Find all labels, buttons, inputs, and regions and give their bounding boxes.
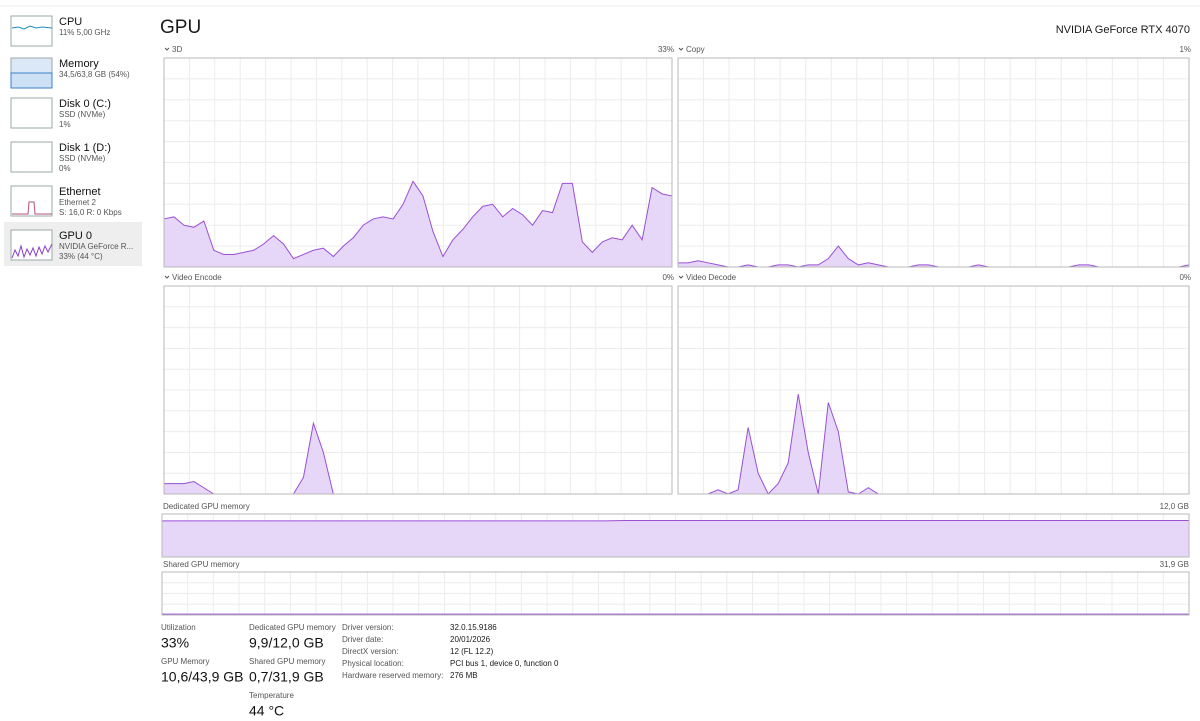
sidebar-name: Disk 1 (D:): [59, 142, 111, 154]
detail-label: Driver date:: [342, 635, 383, 644]
detail-label: Driver version:: [342, 623, 394, 632]
stat-label: Shared GPU memory: [249, 657, 325, 666]
detail-value: 32.0.15.9186: [450, 623, 497, 632]
thumbnail: [10, 97, 53, 129]
sidebar-detail: SSD (NVMe): [59, 154, 106, 163]
sidebar-name: GPU 0: [59, 230, 92, 242]
thumbnail: [10, 15, 53, 47]
graph-label: 3D: [172, 45, 182, 54]
chevron[interactable]: [678, 275, 684, 279]
sidebar-detail: 33% (44 °C): [59, 252, 103, 261]
sidebar-detail: SSD (NVMe): [59, 110, 106, 119]
graph-label: Video Decode: [686, 273, 737, 282]
thumbnail: [10, 229, 53, 261]
chevron[interactable]: [164, 275, 170, 279]
detail-label: Physical location:: [342, 659, 404, 668]
graph-label: Video Encode: [172, 273, 222, 282]
graph-value-label: 33%: [658, 45, 674, 54]
thumbnail: [10, 141, 53, 173]
sidebar-detail: Ethernet 2: [59, 198, 96, 207]
thumbnail-line: [11, 25, 53, 30]
detail-value: 276 MB: [450, 671, 478, 680]
graph-frame: [677, 285, 1190, 495]
detail-value: PCI bus 1, device 0, function 0: [450, 659, 559, 668]
stat-value: 44 °C: [249, 703, 284, 719]
stat-value: 10,6/43,9 GB: [161, 669, 244, 685]
graph-frame: [161, 513, 1190, 558]
graph-max-label: 31,9 GB: [1160, 560, 1189, 569]
graph-frame: [161, 571, 1190, 616]
graph-line: [163, 180, 673, 260]
sidebar-detail: NVIDIA GeForce R...: [59, 242, 133, 251]
graph-label: Copy: [686, 45, 705, 54]
detail-value: 20/01/2026: [450, 635, 491, 644]
graph-area: [164, 181, 672, 267]
sidebar-name: Ethernet: [59, 186, 101, 198]
chevron[interactable]: [164, 47, 170, 51]
detail-label: DirectX version:: [342, 647, 398, 656]
page-title: GPU: [160, 17, 201, 38]
stat-value: 9,9/12,0 GB: [249, 635, 324, 651]
device-name: NVIDIA GeForce RTX 4070: [1056, 24, 1190, 36]
stat-label: GPU Memory: [161, 657, 209, 666]
detail-value: 12 (FL 12.2): [450, 647, 494, 656]
sidebar-detail: S: 16,0 R: 0 Kbps: [59, 208, 122, 217]
thumbnail-fill: [10, 72, 53, 89]
thumbnail-line: [12, 201, 52, 215]
sidebar-detail: 0%: [59, 164, 71, 173]
stat-label: Dedicated GPU memory: [249, 623, 336, 632]
sidebar-name: CPU: [59, 16, 82, 28]
graph-value-label: 0%: [662, 273, 674, 282]
graph-area: [162, 520, 1189, 557]
stat-label: Temperature: [249, 691, 294, 700]
graph-frame: [163, 285, 673, 495]
sidebar-name: Memory: [59, 58, 99, 70]
sidebar-detail: 34,5/63,8 GB (54%): [59, 70, 130, 79]
thumbnail-line: [11, 243, 53, 259]
graph-value-label: 1%: [1179, 45, 1191, 54]
thumbnail: [10, 185, 53, 217]
sidebar-detail: 11% 5,00 GHz: [59, 28, 110, 37]
detail-label: Hardware reserved memory:: [342, 671, 443, 680]
graph-label: Dedicated GPU memory: [163, 502, 250, 511]
stat-label: Utilization: [161, 623, 196, 632]
graph-max-label: 12,0 GB: [1160, 502, 1189, 511]
graph-value-label: 0%: [1179, 273, 1191, 282]
graph-label: Shared GPU memory: [163, 560, 239, 569]
sidebar-detail: 1%: [59, 120, 71, 129]
graph-frame: [677, 57, 1190, 268]
stat-value: 33%: [161, 635, 189, 651]
sidebar-name: Disk 0 (C:): [59, 98, 111, 110]
chevron[interactable]: [678, 47, 684, 51]
stat-value: 0,7/31,9 GB: [249, 669, 324, 685]
graph-frame: [163, 57, 673, 268]
graph-area: [678, 394, 1189, 494]
